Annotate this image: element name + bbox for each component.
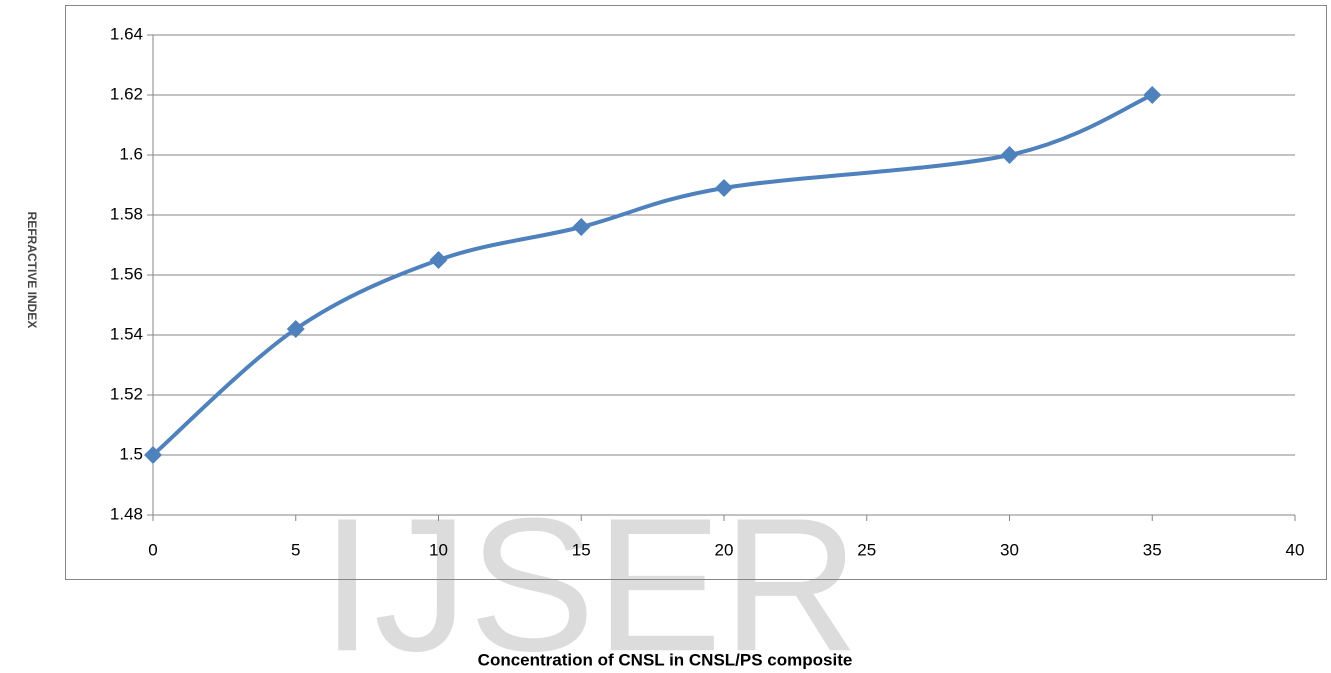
data-marker bbox=[1143, 86, 1162, 104]
data-marker bbox=[572, 218, 591, 236]
data-marker bbox=[144, 446, 162, 464]
x-tick-label: 0 bbox=[148, 540, 157, 559]
data-marker bbox=[429, 251, 448, 269]
x-tick-label: 10 bbox=[429, 540, 448, 559]
data-marker bbox=[286, 320, 305, 338]
y-axis-title: REFRACTIVE INDEX bbox=[25, 212, 39, 329]
y-tick-label: 1.58 bbox=[110, 204, 143, 223]
x-axis-title: Concentration of CNSL in CNSL/PS composi… bbox=[478, 650, 853, 669]
data-marker bbox=[715, 179, 733, 197]
x-tick-label: 40 bbox=[1286, 540, 1305, 559]
y-tick-label: 1.6 bbox=[119, 144, 143, 163]
x-tick-label: 5 bbox=[291, 540, 300, 559]
y-tick-label: 1.5 bbox=[119, 444, 143, 463]
y-tick-label: 1.56 bbox=[110, 264, 143, 283]
x-tick-label: 20 bbox=[715, 540, 734, 559]
y-tick-label: 1.64 bbox=[110, 24, 143, 43]
y-tick-label: 1.52 bbox=[110, 384, 143, 403]
x-tick-label: 15 bbox=[572, 540, 591, 559]
chart-border bbox=[65, 5, 1327, 580]
watermark: IJSER bbox=[321, 479, 859, 673]
x-tick-label: 30 bbox=[1000, 540, 1019, 559]
data-marker bbox=[1000, 146, 1019, 164]
y-tick-label: 1.62 bbox=[110, 84, 143, 103]
x-tick-label: 25 bbox=[857, 540, 876, 559]
y-tick-label: 1.54 bbox=[110, 324, 143, 343]
y-tick-label: 1.48 bbox=[110, 504, 143, 523]
x-tick-label: 35 bbox=[1143, 540, 1162, 559]
